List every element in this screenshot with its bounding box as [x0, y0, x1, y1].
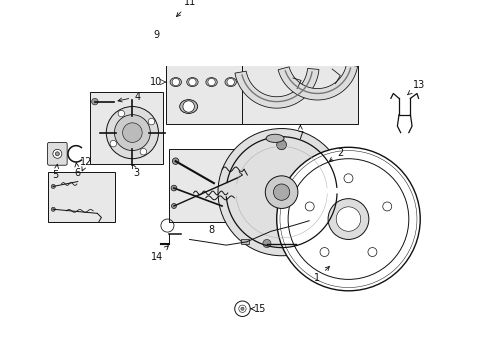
Circle shape [91, 98, 98, 105]
Circle shape [305, 202, 313, 211]
Circle shape [170, 17, 177, 24]
Ellipse shape [205, 77, 217, 86]
Ellipse shape [170, 77, 181, 86]
Circle shape [171, 185, 177, 191]
Circle shape [110, 140, 116, 147]
Circle shape [207, 78, 215, 86]
Text: 7: 7 [297, 125, 303, 141]
Circle shape [118, 110, 124, 117]
Ellipse shape [186, 77, 198, 86]
Text: 8: 8 [208, 225, 215, 235]
Text: 3: 3 [132, 165, 139, 179]
Circle shape [263, 239, 270, 248]
Circle shape [276, 147, 419, 291]
Circle shape [226, 78, 234, 86]
Circle shape [327, 199, 368, 239]
Circle shape [172, 158, 179, 165]
Text: 9: 9 [153, 30, 159, 40]
Text: 12: 12 [80, 157, 92, 171]
FancyBboxPatch shape [169, 149, 254, 222]
Circle shape [55, 152, 59, 156]
Circle shape [240, 307, 244, 310]
Text: 10: 10 [150, 77, 162, 87]
Circle shape [216, 50, 223, 57]
Circle shape [172, 78, 179, 86]
Text: 2: 2 [329, 148, 343, 161]
Circle shape [51, 184, 55, 189]
FancyBboxPatch shape [48, 172, 115, 222]
Circle shape [276, 140, 286, 150]
Circle shape [188, 78, 196, 86]
Ellipse shape [265, 134, 284, 143]
Circle shape [53, 149, 61, 158]
Circle shape [106, 107, 158, 159]
Circle shape [195, 40, 198, 43]
Circle shape [206, 46, 210, 49]
Polygon shape [278, 64, 357, 100]
Circle shape [319, 248, 328, 257]
Text: 15: 15 [250, 304, 266, 314]
Text: 5: 5 [53, 164, 59, 180]
FancyBboxPatch shape [165, 12, 248, 125]
Circle shape [183, 101, 194, 112]
Circle shape [273, 184, 289, 200]
Circle shape [182, 32, 188, 39]
Ellipse shape [179, 100, 197, 113]
Text: 4: 4 [118, 92, 140, 102]
Circle shape [171, 203, 176, 208]
Text: 1: 1 [314, 266, 329, 283]
Circle shape [148, 118, 154, 125]
Text: 13: 13 [407, 80, 424, 95]
Text: 6: 6 [75, 163, 81, 179]
Circle shape [218, 52, 221, 55]
Circle shape [183, 33, 187, 37]
Circle shape [114, 115, 150, 150]
Circle shape [218, 129, 345, 256]
Bar [240, 239, 248, 243]
Circle shape [140, 148, 146, 155]
Circle shape [51, 207, 55, 211]
Circle shape [204, 44, 211, 51]
Circle shape [336, 207, 360, 231]
Circle shape [343, 174, 352, 183]
Polygon shape [172, 25, 235, 66]
FancyBboxPatch shape [47, 143, 67, 165]
Polygon shape [234, 68, 318, 108]
Text: 11: 11 [176, 0, 196, 17]
Text: 14: 14 [150, 246, 168, 262]
Circle shape [367, 248, 376, 257]
Circle shape [122, 123, 142, 143]
FancyBboxPatch shape [90, 92, 163, 163]
Circle shape [382, 202, 391, 211]
Ellipse shape [224, 77, 236, 86]
Circle shape [193, 38, 200, 45]
Circle shape [265, 176, 297, 208]
FancyBboxPatch shape [242, 12, 358, 125]
